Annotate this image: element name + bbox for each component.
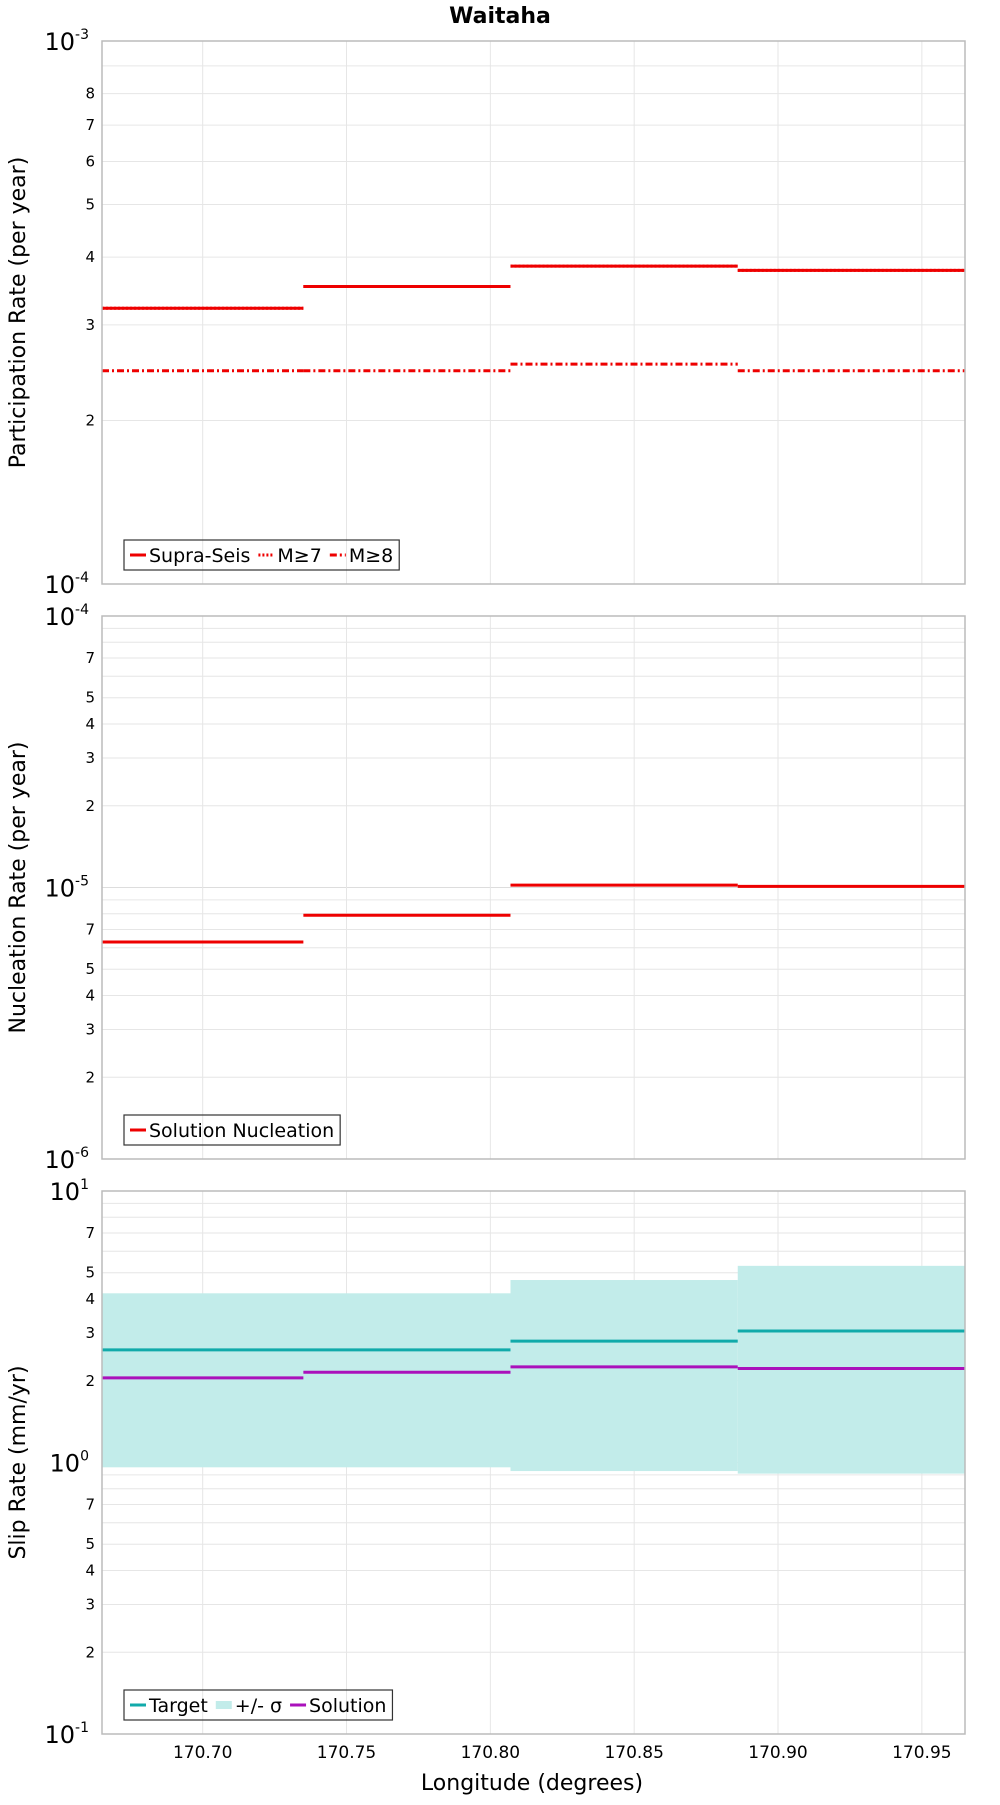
x-tick-label: 170.80	[461, 1743, 520, 1763]
legend-swatch	[215, 1701, 232, 1709]
y-tick-label: 7	[85, 1496, 95, 1514]
band-segment	[102, 1293, 511, 1468]
y-axis-label: Nucleation Rate (per year)	[6, 742, 31, 1034]
legend-box	[123, 1114, 341, 1146]
y-axis-label: Slip Rate (mm/yr)	[6, 1365, 31, 1559]
legend-label: M≥8	[349, 545, 393, 567]
y-tick-label: 2	[85, 1643, 95, 1661]
y-tick-label: 2	[85, 1068, 95, 1086]
legend-label: Solution	[309, 1695, 386, 1717]
legend: Target +/- σ Solution	[123, 1689, 394, 1721]
legend-label: Supra-Seis	[149, 545, 250, 567]
y-tick-label: 3	[85, 316, 95, 334]
plot-frame	[101, 40, 966, 585]
y-tick-label: 8	[85, 85, 95, 103]
legend-box	[123, 539, 400, 571]
legend-label: M≥7	[277, 545, 321, 567]
x-tick-label: 170.95	[892, 1743, 951, 1763]
legend-box	[123, 1689, 394, 1721]
y-tick-label: 3	[85, 1324, 95, 1342]
y-tick-label: 4	[85, 715, 95, 733]
y-tick-label: 5	[85, 689, 95, 707]
y-tick-label: 5	[85, 1264, 95, 1282]
x-tick-label: 170.70	[173, 1743, 232, 1763]
legend-label: Solution Nucleation	[149, 1120, 334, 1142]
band-segment	[510, 1280, 738, 1472]
x-axis-label: Longitude (degrees)	[421, 1771, 643, 1796]
y-tick-label: 3	[85, 1595, 95, 1613]
y-tick-label: 5	[85, 195, 95, 213]
legend-label: +/- σ	[235, 1695, 282, 1717]
y-tick-label: 7	[85, 921, 95, 939]
y-tick-label: 2	[85, 412, 95, 430]
plot-frame	[101, 1190, 966, 1735]
x-tick-label: 170.85	[604, 1743, 663, 1763]
panel-1: Participation Rate (per year) 10-4 10-3 2 3 4…	[6, 27, 966, 599]
y-tick-label: 3	[85, 749, 95, 767]
y-tick-label: 5	[85, 1535, 95, 1553]
y-tick-label: 4	[85, 248, 95, 266]
chart-title: Waitaha	[449, 4, 551, 29]
y-tick-label: 7	[85, 649, 95, 667]
y-tick-label: 5	[85, 960, 95, 978]
y-tick-label-major: 10-3	[44, 27, 89, 56]
panel-3: Slip Rate (mm/yr) 10-1 100 101 2 3 4 5 7 2 3 4 5 7 Tar…	[6, 1177, 966, 1749]
x-tick-label: 170.75	[317, 1743, 376, 1763]
y-tick-label-major: 10-4	[44, 570, 89, 599]
y-tick-label: 2	[85, 1372, 95, 1390]
y-tick-label-major: 101	[50, 1177, 89, 1206]
y-tick-label-major: 100	[50, 1449, 89, 1478]
panel-2: Nucleation Rate (per year) 10-6 10-5 10-4 2 3…	[6, 602, 966, 1174]
y-tick-label: 2	[85, 797, 95, 815]
y-tick-label: 4	[85, 1290, 95, 1308]
x-tick-label: 170.90	[748, 1743, 807, 1763]
legend: Supra-Seis M≥7 M≥8	[123, 539, 400, 571]
y-tick-label: 4	[85, 987, 95, 1005]
plot-frame	[101, 615, 966, 1160]
y-tick-label: 4	[85, 1562, 95, 1580]
y-tick-label-major: 10-1	[44, 1720, 89, 1749]
legend-label: Target	[148, 1695, 208, 1717]
y-tick-label-major: 10-5	[44, 874, 89, 903]
y-tick-label: 6	[85, 152, 95, 170]
legend: Solution Nucleation	[123, 1114, 341, 1146]
y-tick-label-major: 10-6	[44, 1145, 89, 1174]
y-tick-label-major: 10-4	[44, 602, 89, 631]
y-axis-label: Participation Rate (per year)	[6, 157, 31, 469]
y-tick-label: 3	[85, 1020, 95, 1038]
y-tick-label: 7	[85, 1224, 95, 1242]
y-tick-label: 7	[85, 116, 95, 134]
